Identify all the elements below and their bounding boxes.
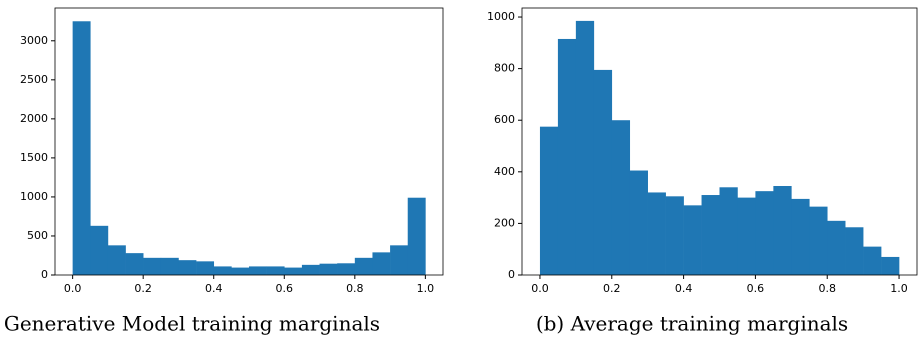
caption: (a) Generative Model training marginals [0, 312, 380, 336]
bar [249, 266, 267, 275]
bar [143, 257, 162, 275]
x-tick-label: 1.0 [890, 282, 908, 295]
bar [407, 197, 426, 275]
y-tick-label: 800 [494, 62, 515, 75]
x-tick-label: 0.2 [603, 282, 621, 295]
bar [719, 187, 738, 275]
bar [372, 252, 391, 275]
bar [196, 261, 215, 275]
y-tick-label: 1500 [20, 151, 48, 164]
bar [107, 245, 126, 275]
bar [665, 196, 684, 275]
bar [611, 120, 631, 275]
y-tick-label: 1000 [487, 10, 515, 23]
bar [845, 227, 864, 275]
x-tick-label: 0.0 [531, 282, 549, 295]
y-tick-label: 500 [27, 229, 48, 242]
bar [647, 192, 666, 275]
bar [737, 197, 756, 275]
bar [557, 38, 577, 276]
x-tick-label: 0.2 [134, 282, 152, 295]
x-tick-label: 0.4 [675, 282, 693, 295]
bar [683, 205, 702, 275]
bar [72, 21, 91, 276]
bar [593, 69, 613, 275]
x-tick-label: 0.8 [818, 282, 836, 295]
y-tick-label: 1000 [20, 190, 48, 203]
y-tick-label: 0 [508, 268, 515, 281]
y-tick-label: 2500 [20, 73, 48, 86]
bar [809, 206, 828, 275]
x-tick-label: 0.4 [205, 282, 223, 295]
caption: (b) Average training marginals [536, 312, 848, 336]
bar [755, 191, 774, 275]
y-tick-label: 600 [494, 113, 515, 126]
x-tick-label: 0.6 [276, 282, 294, 295]
bar [539, 126, 559, 276]
bar [629, 170, 648, 275]
bar [701, 195, 720, 275]
y-tick-label: 400 [494, 165, 515, 178]
bar [125, 253, 144, 275]
bar [178, 260, 197, 275]
x-tick-label: 1.0 [417, 282, 435, 295]
bar [827, 220, 846, 275]
x-tick-label: 0.0 [64, 282, 82, 295]
x-tick-label: 0.8 [346, 282, 364, 295]
bar [337, 263, 356, 275]
bar [863, 246, 882, 275]
bar [213, 266, 232, 275]
bar [301, 264, 320, 275]
bar [575, 20, 595, 276]
bar [354, 257, 373, 275]
x-tick-label: 0.6 [747, 282, 765, 295]
bar [390, 245, 409, 275]
bar [231, 267, 250, 275]
bar [319, 263, 338, 275]
bar [90, 225, 109, 275]
y-tick-label: 3000 [20, 34, 48, 47]
bar [284, 267, 303, 275]
bar [266, 266, 285, 275]
axes-frame [521, 7, 918, 276]
bar [881, 256, 900, 275]
bar [791, 198, 810, 275]
axes-frame [54, 7, 444, 276]
y-tick-label: 2000 [20, 112, 48, 125]
bar [773, 186, 792, 275]
y-tick-label: 200 [494, 216, 515, 229]
y-tick-label: 0 [41, 268, 48, 281]
bar [160, 257, 179, 275]
